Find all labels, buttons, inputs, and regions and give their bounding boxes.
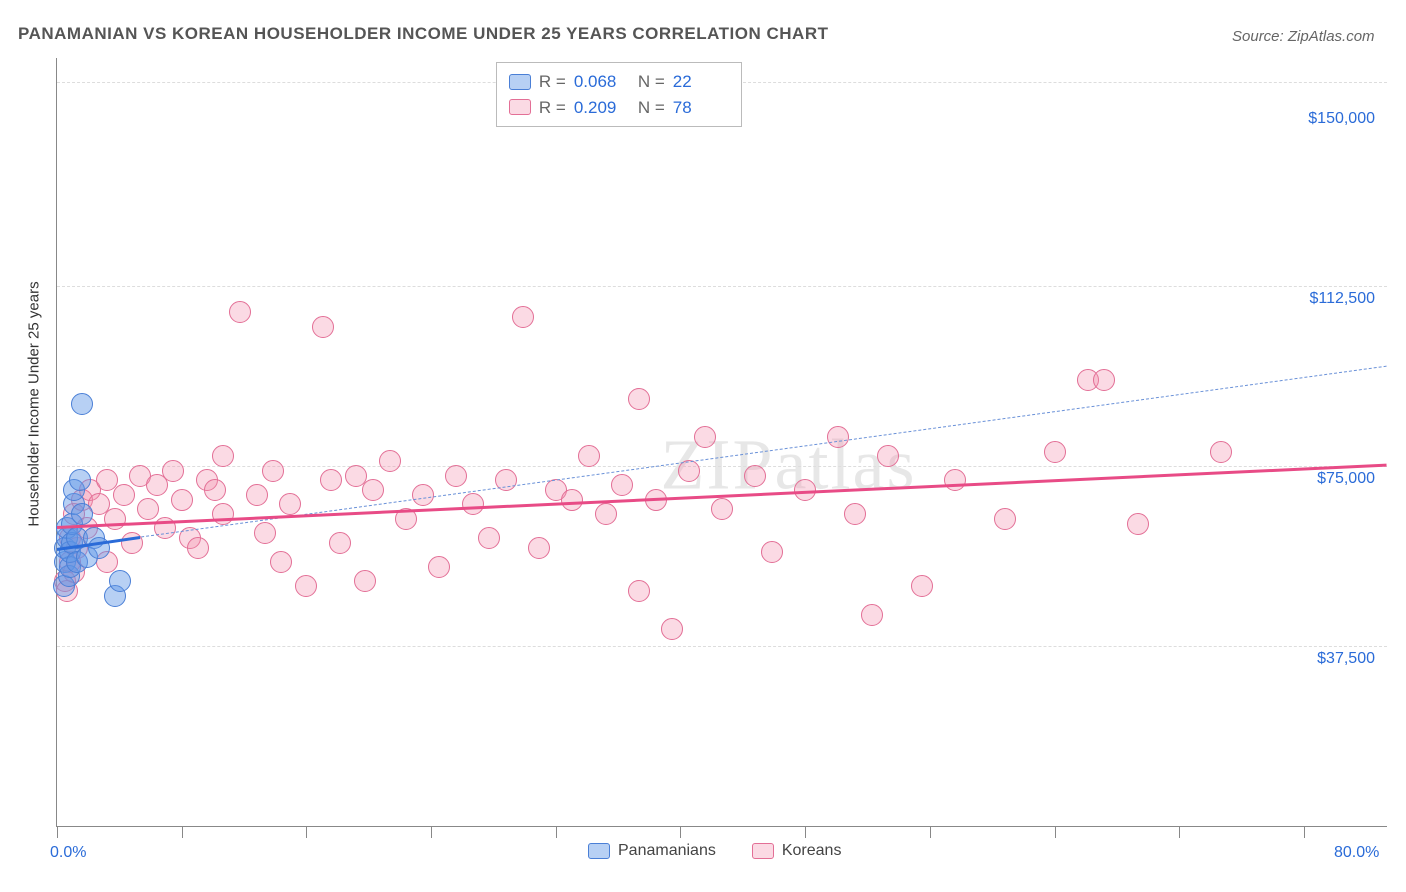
marker-koreans — [595, 503, 617, 525]
marker-panamanians — [71, 503, 93, 525]
marker-koreans — [445, 465, 467, 487]
marker-koreans — [528, 537, 550, 559]
x-tick — [930, 826, 931, 838]
marker-koreans — [611, 474, 633, 496]
marker-koreans — [312, 316, 334, 338]
x-tick — [1055, 826, 1056, 838]
bottom-legend: Panamanians Koreans — [588, 842, 841, 860]
marker-koreans — [561, 489, 583, 511]
x-tick — [182, 826, 183, 838]
stat-label-n: N = — [638, 95, 665, 121]
marker-koreans — [628, 388, 650, 410]
gridline — [57, 646, 1387, 647]
marker-koreans — [204, 479, 226, 501]
marker-koreans — [711, 498, 733, 520]
x-tick — [306, 826, 307, 838]
marker-koreans — [827, 426, 849, 448]
marker-koreans — [478, 527, 500, 549]
marker-koreans — [254, 522, 276, 544]
plot-area: ZIPatlas $37,500$75,000$112,500$150,000 … — [56, 58, 1387, 827]
swatch-panamanians — [509, 74, 531, 90]
stat-label-r: R = — [539, 69, 566, 95]
marker-koreans — [1093, 369, 1115, 391]
marker-panamanians — [109, 570, 131, 592]
marker-koreans — [212, 445, 234, 467]
marker-koreans — [844, 503, 866, 525]
marker-koreans — [994, 508, 1016, 530]
marker-koreans — [462, 493, 484, 515]
marker-koreans — [246, 484, 268, 506]
marker-koreans — [113, 484, 135, 506]
y-tick-label: $75,000 — [1317, 470, 1375, 488]
stat-n-koreans: 78 — [673, 95, 729, 121]
marker-koreans — [628, 580, 650, 602]
marker-koreans — [761, 541, 783, 563]
marker-koreans — [212, 503, 234, 525]
marker-koreans — [1127, 513, 1149, 535]
marker-koreans — [861, 604, 883, 626]
x-tick — [1179, 826, 1180, 838]
x-tick — [680, 826, 681, 838]
marker-koreans — [1044, 441, 1066, 463]
x-tick — [57, 826, 58, 838]
y-tick-label: $112,500 — [1309, 290, 1375, 308]
trend-line-panamanians-ext — [57, 365, 1387, 548]
stat-r-koreans: 0.209 — [574, 95, 630, 121]
stats-row-koreans: R = 0.209 N = 78 — [509, 95, 729, 121]
marker-koreans — [911, 575, 933, 597]
marker-koreans — [512, 306, 534, 328]
legend-item-panamanians: Panamanians — [588, 842, 716, 860]
marker-koreans — [329, 532, 351, 554]
marker-koreans — [379, 450, 401, 472]
marker-koreans — [412, 484, 434, 506]
gridline — [57, 466, 1387, 467]
legend-label-panamanians: Panamanians — [618, 842, 716, 860]
stats-row-panamanians: R = 0.068 N = 22 — [509, 69, 729, 95]
marker-koreans — [137, 498, 159, 520]
marker-koreans — [578, 445, 600, 467]
marker-koreans — [270, 551, 292, 573]
marker-koreans — [944, 469, 966, 491]
marker-koreans — [171, 489, 193, 511]
legend-label-koreans: Koreans — [782, 842, 842, 860]
marker-koreans — [295, 575, 317, 597]
x-tick — [556, 826, 557, 838]
chart-title: PANAMANIAN VS KOREAN HOUSEHOLDER INCOME … — [18, 24, 829, 44]
swatch-koreans — [752, 843, 774, 859]
marker-koreans — [362, 479, 384, 501]
y-axis-label: Householder Income Under 25 years — [26, 281, 43, 526]
x-tick — [1304, 826, 1305, 838]
marker-koreans — [279, 493, 301, 515]
stat-n-panamanians: 22 — [673, 69, 729, 95]
marker-koreans — [162, 460, 184, 482]
x-axis-min-label: 0.0% — [50, 844, 86, 862]
marker-koreans — [428, 556, 450, 578]
stat-r-panamanians: 0.068 — [574, 69, 630, 95]
x-axis-max-label: 80.0% — [1334, 844, 1379, 862]
y-tick-label: $150,000 — [1308, 110, 1375, 128]
marker-koreans — [187, 537, 209, 559]
marker-panamanians — [71, 393, 93, 415]
marker-koreans — [1210, 441, 1232, 463]
marker-koreans — [661, 618, 683, 640]
swatch-koreans — [509, 99, 531, 115]
source-credit: Source: ZipAtlas.com — [1232, 28, 1375, 45]
marker-koreans — [744, 465, 766, 487]
swatch-panamanians — [588, 843, 610, 859]
gridline — [57, 286, 1387, 287]
stat-label-r: R = — [539, 95, 566, 121]
marker-koreans — [877, 445, 899, 467]
legend-item-koreans: Koreans — [752, 842, 842, 860]
stat-label-n: N = — [638, 69, 665, 95]
x-tick — [805, 826, 806, 838]
marker-koreans — [694, 426, 716, 448]
marker-koreans — [320, 469, 342, 491]
y-tick-label: $37,500 — [1317, 650, 1375, 668]
marker-koreans — [229, 301, 251, 323]
x-tick — [431, 826, 432, 838]
stats-legend-box: R = 0.068 N = 22 R = 0.209 N = 78 — [496, 62, 742, 127]
marker-koreans — [354, 570, 376, 592]
marker-panamanians — [69, 469, 91, 491]
marker-koreans — [262, 460, 284, 482]
